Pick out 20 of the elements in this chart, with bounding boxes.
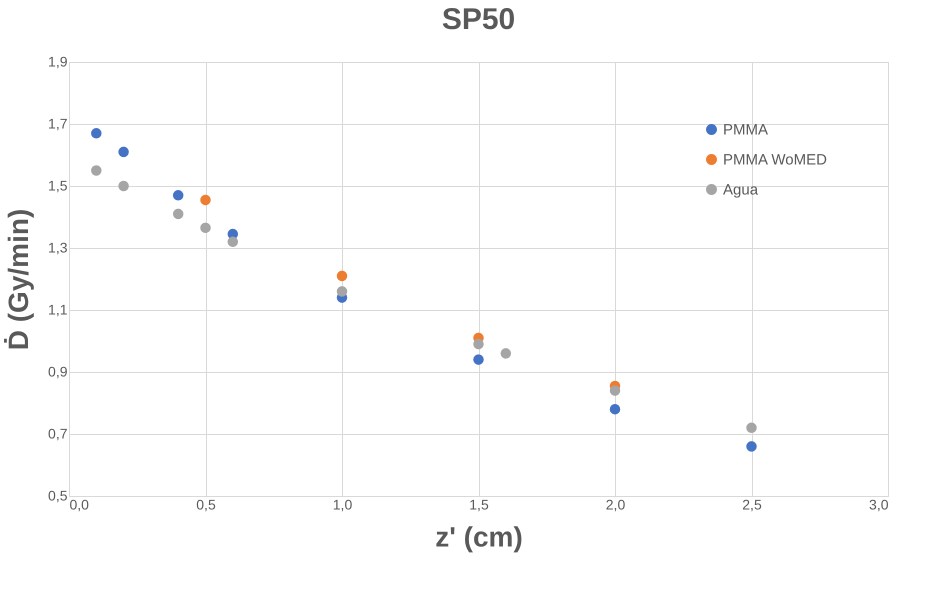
y-tick-label: 1,3: [48, 240, 68, 256]
legend-label: Agua: [723, 182, 759, 198]
legend-label: PMMA: [723, 122, 768, 138]
x-tick-label: 2,5: [742, 496, 762, 512]
x-tick-label: 1,0: [332, 496, 352, 512]
x-tick-label: 3,0: [869, 496, 889, 512]
y-tick-label: 1,1: [48, 302, 68, 318]
x-tick-label: 1,5: [469, 496, 489, 512]
y-tick-label: 1,7: [48, 116, 68, 132]
x-axis-title: z' (cm): [435, 522, 523, 552]
x-tick-label: 0,0: [70, 496, 90, 512]
legend-label: PMMA WoMED: [723, 152, 828, 168]
y-tick-label: 0,9: [48, 364, 68, 380]
y-axis-title: Ḋ (Gy/min): [3, 208, 34, 350]
x-tick-label: 0,5: [196, 496, 216, 512]
x-tick-label: 2,0: [606, 496, 626, 512]
y-tick-label: 0,7: [48, 426, 68, 442]
y-tick-label: 1,5: [48, 178, 68, 194]
y-tick-label: 1,9: [48, 54, 68, 70]
chart-title: SP50: [442, 3, 516, 36]
